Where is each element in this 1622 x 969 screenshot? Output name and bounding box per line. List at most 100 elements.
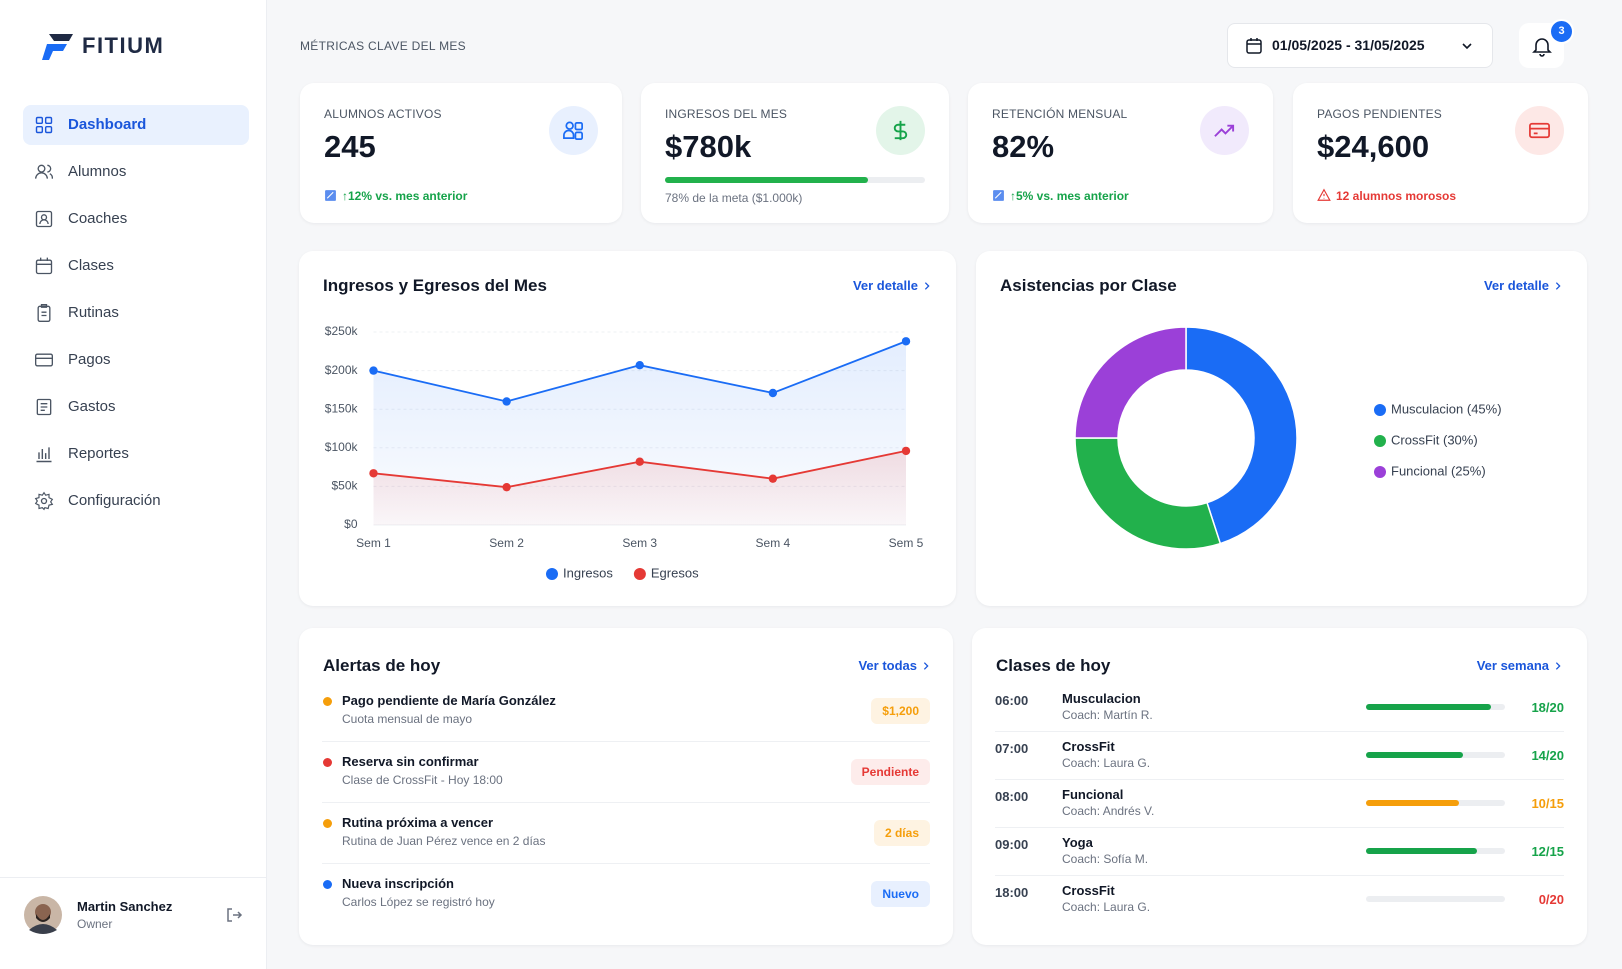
point (768, 388, 778, 398)
user-name: Martin Sanchez (77, 899, 173, 914)
link-label: Ver semana (1476, 658, 1549, 673)
nav-icon (36, 447, 52, 463)
alert-title: Nueva inscripción (342, 876, 454, 891)
y-tick-label: $200k (325, 363, 359, 377)
capacity-bar (1366, 704, 1492, 710)
kpi-label: INGRESOS DEL MES (665, 107, 788, 121)
nav-label: Pagos (68, 351, 111, 368)
date-picker[interactable]: 01/05/2025 - 31/05/2025 (1227, 23, 1493, 68)
point (635, 457, 644, 466)
capacity-label: 12/15 (1531, 844, 1564, 859)
divider (322, 863, 930, 864)
alert-badge: $1,200 (871, 698, 930, 724)
card-link[interactable]: Ver detalle (1484, 278, 1563, 293)
legend-swatch (633, 568, 646, 580)
bell-icon (1532, 38, 1552, 57)
class-name: Funcional (1062, 787, 1124, 802)
nav-label: Dashboard (68, 116, 147, 133)
nav-item[interactable]: Alumnos (23, 152, 249, 192)
alert-dot (323, 758, 332, 767)
kpi-icon-glyph (1529, 122, 1550, 139)
kpi-icon-glyph (563, 121, 583, 140)
nav-label: Gastos (68, 398, 116, 415)
capacity-label: 0/20 (1538, 892, 1564, 907)
divider (322, 741, 930, 742)
card-link[interactable]: Ver todas (858, 658, 931, 673)
legend-label: CrossFit (30%) (1391, 432, 1478, 447)
alert-badge: Nuevo (871, 881, 930, 907)
nav-item[interactable]: Configuración (23, 481, 249, 521)
trend-icon (993, 190, 1004, 201)
date-range: 01/05/2025 - 31/05/2025 (1272, 37, 1425, 53)
classes-card: Clases de hoy Ver semana 06:00 Musculacion C… (972, 628, 1587, 945)
point (901, 337, 911, 346)
nav-item[interactable]: Dashboard (23, 105, 249, 145)
divider (0, 877, 266, 878)
capacity-track (1366, 848, 1505, 854)
avatar[interactable] (24, 896, 62, 934)
legend-label: Egresos (651, 565, 699, 580)
kpi-label: PAGOS PENDIENTES (1317, 107, 1443, 121)
trend-icon (325, 190, 336, 201)
card-link[interactable]: Ver detalle (853, 278, 932, 293)
nav-label: Configuración (68, 492, 161, 509)
alert-badge: 2 días (873, 820, 930, 846)
kpi-value: $780k (665, 129, 752, 164)
x-tick-label: Sem 5 (889, 536, 924, 550)
nav-label: Clases (68, 257, 114, 274)
point (635, 360, 644, 370)
kpi-icon-glyph (893, 120, 908, 141)
class-name: CrossFit (1062, 739, 1115, 754)
nav-item[interactable]: Reportes (23, 434, 249, 474)
alert-dot (323, 880, 332, 889)
nav-icon (36, 398, 52, 416)
nav-item[interactable]: Clases (23, 246, 249, 286)
class-name: CrossFit (1062, 883, 1115, 898)
alert-title: Pago pendiente de María González (342, 693, 556, 708)
nav-label: Alumnos (68, 163, 127, 180)
kpi-icon (1200, 106, 1249, 155)
kpi-label: RETENCIÓN MENSUAL (992, 107, 1128, 121)
class-time: 08:00 (995, 789, 1029, 804)
donut-slice (1074, 326, 1187, 439)
class-coach: Coach: Andrés V. (1062, 804, 1155, 818)
capacity-bar (1366, 752, 1464, 758)
logout-button[interactable] (225, 906, 243, 924)
class-coach: Coach: Martín R. (1062, 708, 1153, 722)
class-coach: Coach: Laura G. (1062, 756, 1151, 770)
nav-item[interactable]: Gastos (23, 387, 249, 427)
legend-swatch (1374, 404, 1386, 416)
card-title: Ingresos y Egresos del Mes (323, 276, 547, 295)
legend-swatch (1374, 466, 1386, 478)
y-tick-label: $250k (325, 324, 359, 338)
kpi-note: ↑5% vs. mes anterior (1010, 189, 1129, 203)
kpi-icon (549, 106, 598, 155)
divider (995, 779, 1564, 780)
alerts-card: Alertas de hoy Ver todas Pago pendiente de… (299, 628, 953, 945)
logo-mark (42, 34, 73, 60)
nav-item[interactable]: Coaches (23, 199, 249, 239)
card-link[interactable]: Ver semana (1477, 658, 1563, 673)
legend-label: Ingresos (563, 565, 613, 580)
point (502, 397, 511, 406)
x-tick-label: Sem 3 (622, 536, 657, 550)
legend-label: Musculacion (45%) (1391, 401, 1502, 416)
kpi-card: RETENCIÓN MENSUAL 82% ↑5% vs. mes anterior (968, 83, 1273, 223)
kpi-card: ALUMNOS ACTIVOS 245 ↑12% vs. mes anterior (300, 83, 622, 223)
class-time: 07:00 (995, 741, 1029, 756)
class-name: Yoga (1062, 835, 1093, 850)
donut-slice (1185, 326, 1298, 545)
alert-title: Rutina próxima a vencer (342, 815, 493, 830)
card-title: Asistencias por Clase (1000, 276, 1177, 295)
capacity-label: 10/15 (1531, 796, 1564, 811)
kpi-card: PAGOS PENDIENTES $24,600 12 alumnos moroso… (1293, 83, 1588, 223)
legend-swatch (1374, 435, 1386, 447)
link-label: Ver detalle (1483, 278, 1549, 293)
point (369, 366, 378, 375)
nav-item[interactable]: Rutinas (23, 293, 249, 333)
point (901, 446, 911, 456)
alert-subtitle: Carlos López se registró hoy (342, 895, 495, 909)
capacity-bar (1366, 800, 1459, 806)
nav-icon (35, 210, 53, 228)
nav-item[interactable]: Pagos (23, 340, 249, 380)
